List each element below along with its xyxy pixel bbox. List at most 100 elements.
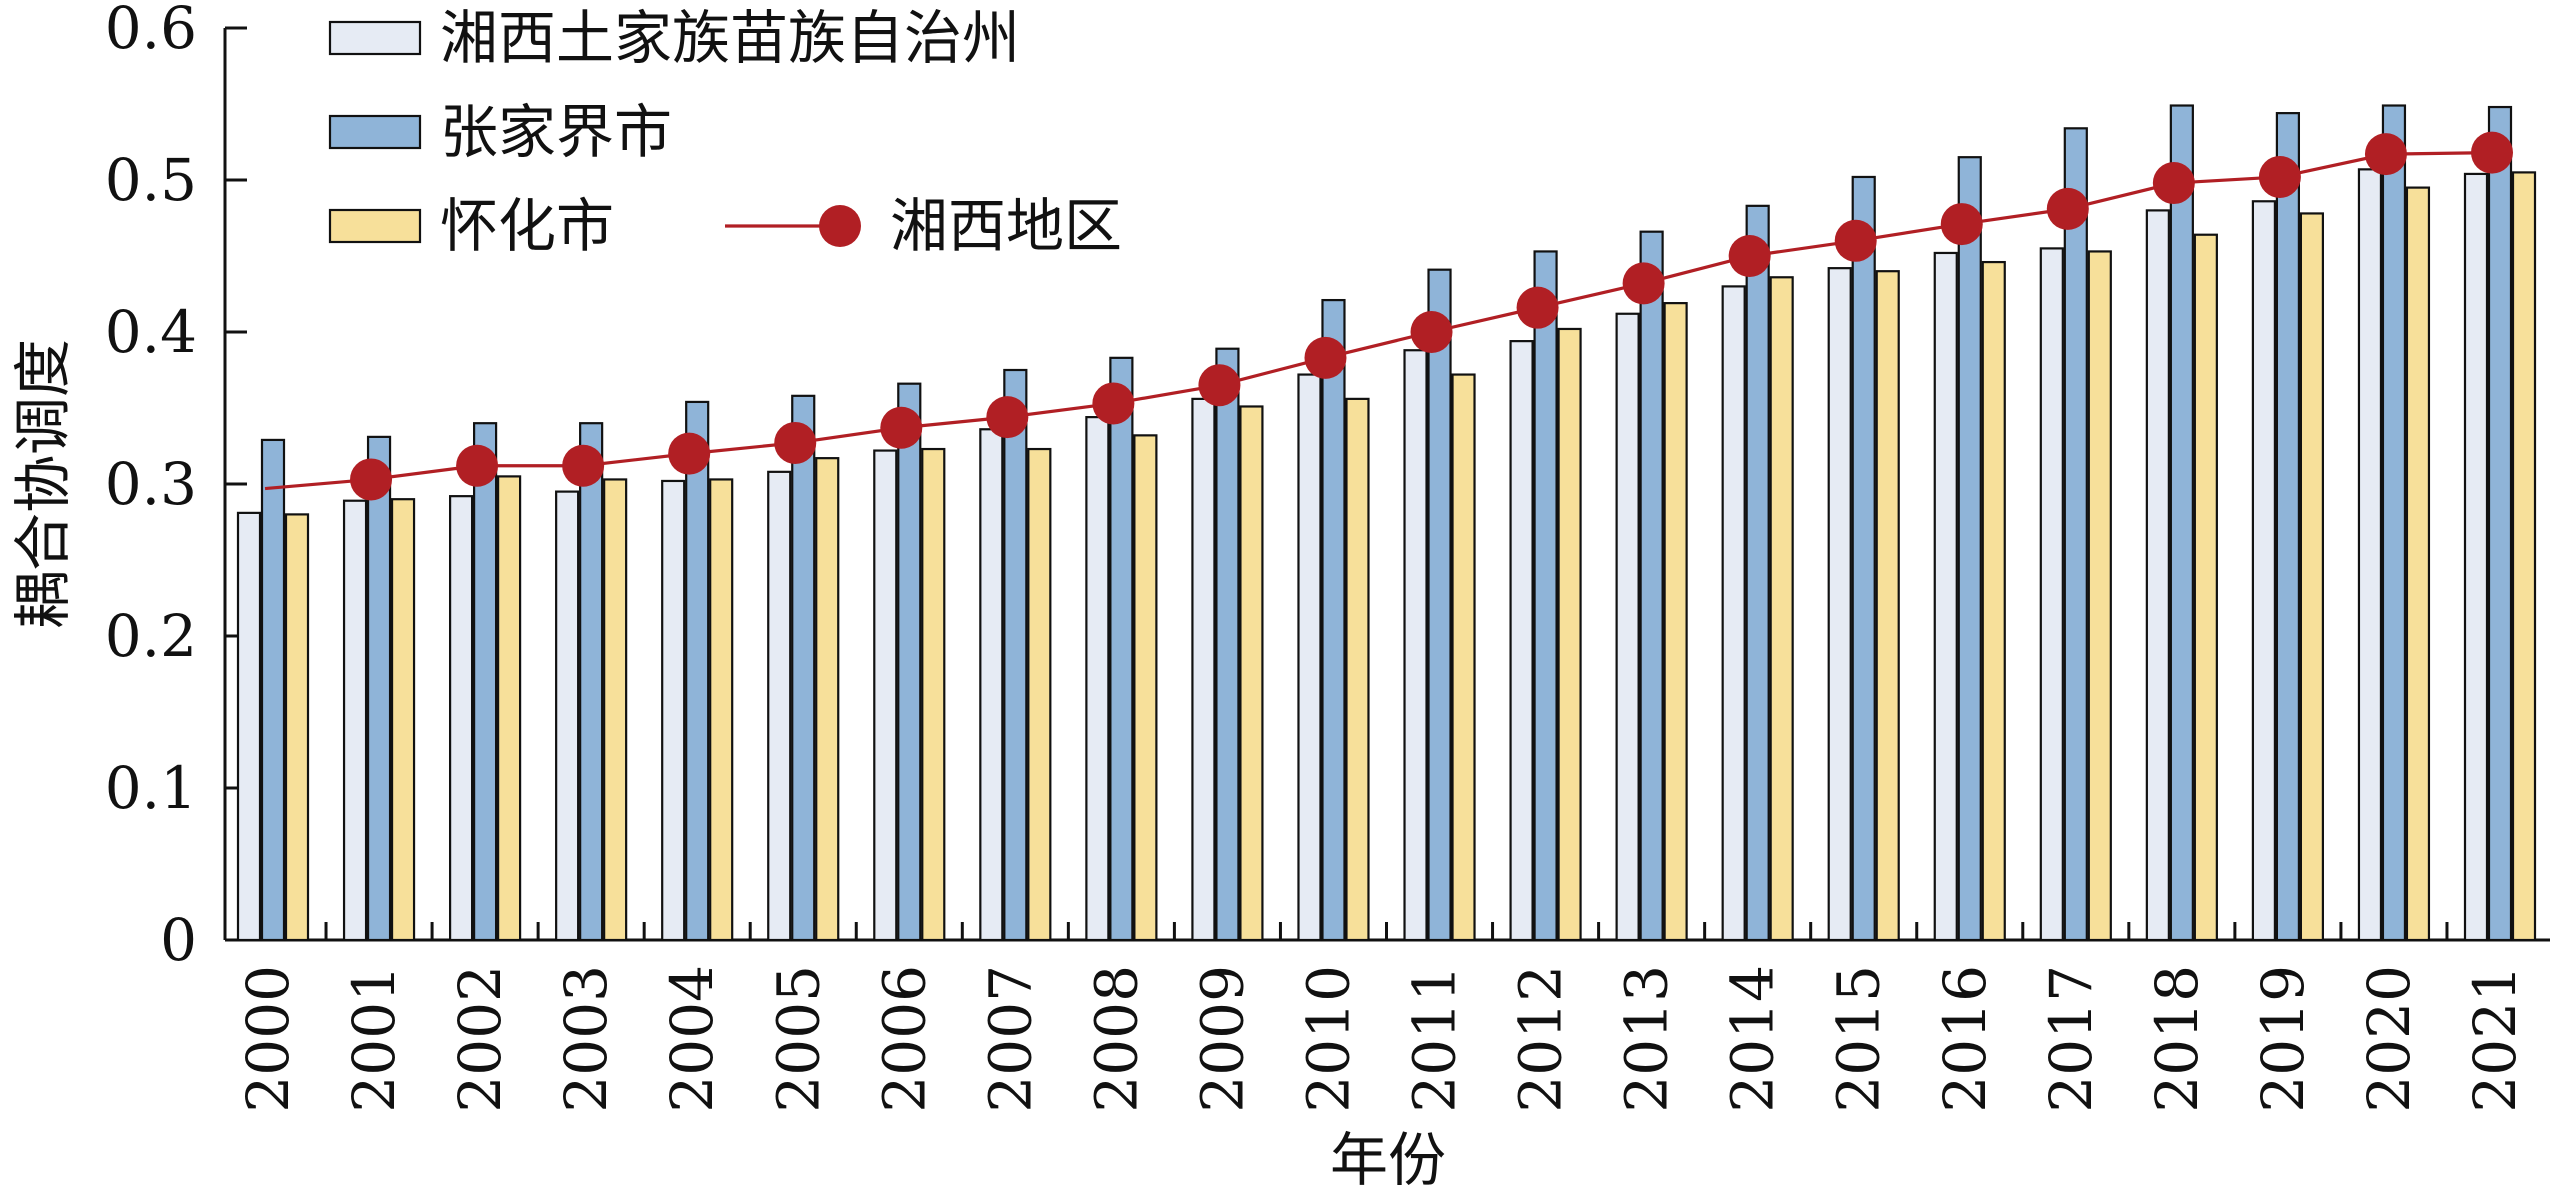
line-point <box>562 444 605 487</box>
bar <box>1085 416 1110 942</box>
bar <box>1827 267 1852 942</box>
legend-item: 怀化市 <box>328 192 614 260</box>
bar <box>1345 397 1370 942</box>
legend-label: 张家界市 <box>440 98 672 166</box>
line-point <box>2258 155 2301 198</box>
line-point <box>880 406 923 449</box>
bar <box>496 475 522 942</box>
bar <box>2193 233 2218 942</box>
bar <box>555 490 580 942</box>
bar <box>767 470 792 942</box>
bar <box>2463 172 2489 942</box>
bar <box>1403 349 1428 942</box>
bar <box>1851 175 1876 942</box>
x-tick-label: 2017 <box>2037 965 2105 1113</box>
x-tick-label: 2018 <box>2143 965 2211 1113</box>
legend-swatch <box>328 20 422 56</box>
x-tick-label: 2010 <box>1294 965 1362 1113</box>
x-tick-label: 2006 <box>870 965 938 1113</box>
legend-swatch <box>328 208 422 244</box>
legend-marker <box>819 205 861 247</box>
bar <box>579 422 604 942</box>
bar <box>1721 285 1746 942</box>
bar <box>342 499 368 942</box>
bar <box>2039 247 2064 942</box>
bar <box>1557 327 1582 942</box>
bar <box>1239 405 1264 942</box>
line-point <box>456 444 499 487</box>
x-tick-label: 2011 <box>1401 965 1469 1113</box>
x-tick-label: 2014 <box>1719 965 1787 1113</box>
bar <box>2357 168 2383 942</box>
bar <box>1769 276 1794 942</box>
line-point <box>2046 187 2089 230</box>
line-point <box>2364 133 2407 176</box>
bar <box>1639 230 1664 942</box>
legend-label: 湘西土家族苗族自治州 <box>440 4 1020 72</box>
x-tick-label: 2019 <box>2249 965 2317 1113</box>
bar <box>472 422 498 942</box>
line-point <box>774 421 817 464</box>
bar <box>1451 373 1476 942</box>
bar <box>2145 209 2170 942</box>
bar <box>791 394 816 942</box>
line-point <box>1622 262 1665 305</box>
x-tick-label: 2015 <box>1825 965 1893 1113</box>
bar <box>897 382 922 942</box>
legend-item: 湘西地区 <box>725 192 1122 260</box>
y-tick-label: 0.1 <box>105 754 197 822</box>
bar <box>448 495 474 942</box>
bar <box>709 478 734 942</box>
legend-item: 湘西土家族苗族自治州 <box>328 4 1020 72</box>
bar <box>260 438 286 942</box>
x-tick-label: 2004 <box>658 965 726 1113</box>
axes: 0 0.1 0.2 0.3 0.4 0.5 0.6 2000 2001 2002 2003 2004 2… <box>105 0 2550 1113</box>
y-axis-title: 耦合协调度 <box>9 339 77 629</box>
bar <box>2381 104 2407 942</box>
y-tick-label: 0.4 <box>105 298 197 366</box>
bar <box>921 447 946 942</box>
y-tick-label: 0.6 <box>105 0 197 62</box>
line-point <box>1198 364 1241 407</box>
x-axis-title: 年份 <box>1330 1126 1446 1194</box>
x-tick-label: 2003 <box>552 965 620 1113</box>
bar <box>2511 171 2537 942</box>
bar <box>1297 373 1322 942</box>
bar <box>1663 302 1688 942</box>
bar <box>1933 251 1958 942</box>
bar <box>2275 112 2301 942</box>
legend-label: 湘西地区 <box>890 192 1122 260</box>
bar <box>236 511 262 942</box>
x-tick-label: 2001 <box>340 965 408 1113</box>
bar <box>1981 260 2006 942</box>
bar-series-2 <box>260 104 2513 942</box>
series-line <box>264 151 2493 491</box>
bar <box>1133 434 1158 942</box>
line-point <box>1516 286 1559 329</box>
line-point <box>2471 131 2513 174</box>
bar-series-1 <box>236 168 2489 942</box>
line-point <box>668 432 711 475</box>
bar <box>685 400 710 942</box>
line-point <box>350 458 393 501</box>
bar <box>2063 127 2088 942</box>
line-point <box>1092 382 1135 425</box>
y-tick-label: 0.2 <box>105 602 197 670</box>
line-point <box>1834 219 1877 262</box>
x-tick-label: 2021 <box>2461 965 2529 1113</box>
bar <box>1427 268 1452 942</box>
bar-series-3 <box>284 171 2537 942</box>
legend-label: 怀化市 <box>440 192 614 260</box>
bar <box>390 498 416 942</box>
bar <box>815 457 840 942</box>
bar <box>1003 368 1028 942</box>
bar <box>1191 397 1216 942</box>
line-point <box>1728 235 1771 277</box>
y-tick-label: 0.3 <box>105 450 197 518</box>
x-tick-label: 2000 <box>234 965 302 1113</box>
bars <box>236 104 2537 942</box>
bar <box>1615 312 1640 942</box>
